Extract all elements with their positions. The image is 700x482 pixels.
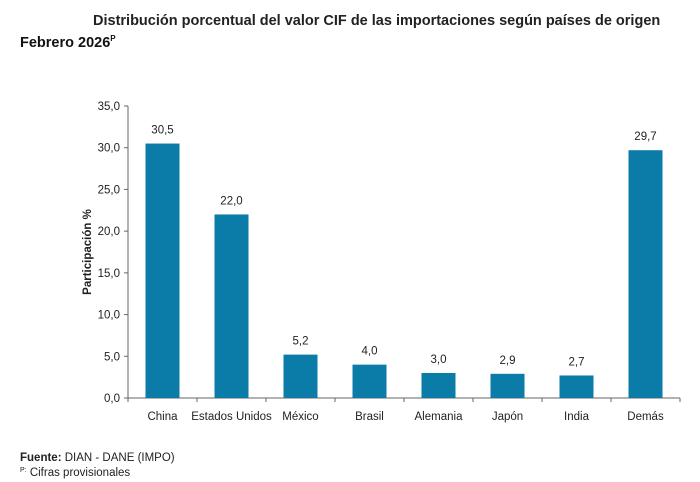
y-tick-label: 10,0 <box>98 310 120 322</box>
bar-méxico <box>283 354 318 398</box>
y-tick-label: 0,0 <box>104 393 120 405</box>
note-mark: P: <box>20 467 27 474</box>
source-note: Fuente: DIAN - DANE (IMPO) <box>20 452 175 464</box>
y-tick-label: 15,0 <box>98 268 120 280</box>
bar-india <box>559 375 594 398</box>
bar-japón <box>490 373 525 398</box>
bar-alemania <box>421 372 456 398</box>
x-tick-label: México <box>282 411 318 423</box>
note-text: Cifras provisionales <box>26 467 131 479</box>
x-tick-label: China <box>147 411 178 423</box>
x-tick-label: India <box>564 411 590 423</box>
x-tick-label: Brasil <box>355 411 384 423</box>
subtitle-superscript: P <box>110 34 116 43</box>
data-label: 22,0 <box>220 195 242 207</box>
bar-demás <box>628 150 663 398</box>
x-tick-label: Japón <box>492 411 523 423</box>
bar-estados-unidos <box>214 214 249 398</box>
y-tick-label: 30,0 <box>98 143 120 155</box>
chart-title: Distribución porcentual del valor CIF de… <box>93 13 661 29</box>
y-axis-label: Participación % <box>82 209 94 295</box>
y-tick-label: 35,0 <box>98 101 120 113</box>
y-tick-label: 25,0 <box>98 184 120 196</box>
source-text: DIAN - DANE (IMPO) <box>61 452 175 464</box>
y-tick-label: 20,0 <box>98 226 120 238</box>
subtitle-text: Febrero 2026 <box>20 34 111 51</box>
data-label: 4,0 <box>362 346 378 358</box>
data-label: 30,5 <box>151 125 173 137</box>
data-label: 3,0 <box>431 354 447 366</box>
x-tick-label: Estados Unidos <box>191 411 272 423</box>
bar-brasil <box>352 364 387 398</box>
data-label: 5,2 <box>293 336 309 348</box>
data-label: 2,9 <box>500 355 516 367</box>
bar-china <box>145 143 180 398</box>
source-label: Fuente: <box>20 452 62 464</box>
x-tick-label: Alemania <box>415 411 464 423</box>
data-label: 2,7 <box>569 356 585 368</box>
chart-subtitle: Febrero 2026P <box>20 34 116 51</box>
x-tick-label: Demás <box>627 411 664 423</box>
data-label: 29,7 <box>634 131 656 143</box>
provisional-note: P: Cifras provisionales <box>20 467 130 479</box>
y-tick-label: 5,0 <box>104 351 120 363</box>
